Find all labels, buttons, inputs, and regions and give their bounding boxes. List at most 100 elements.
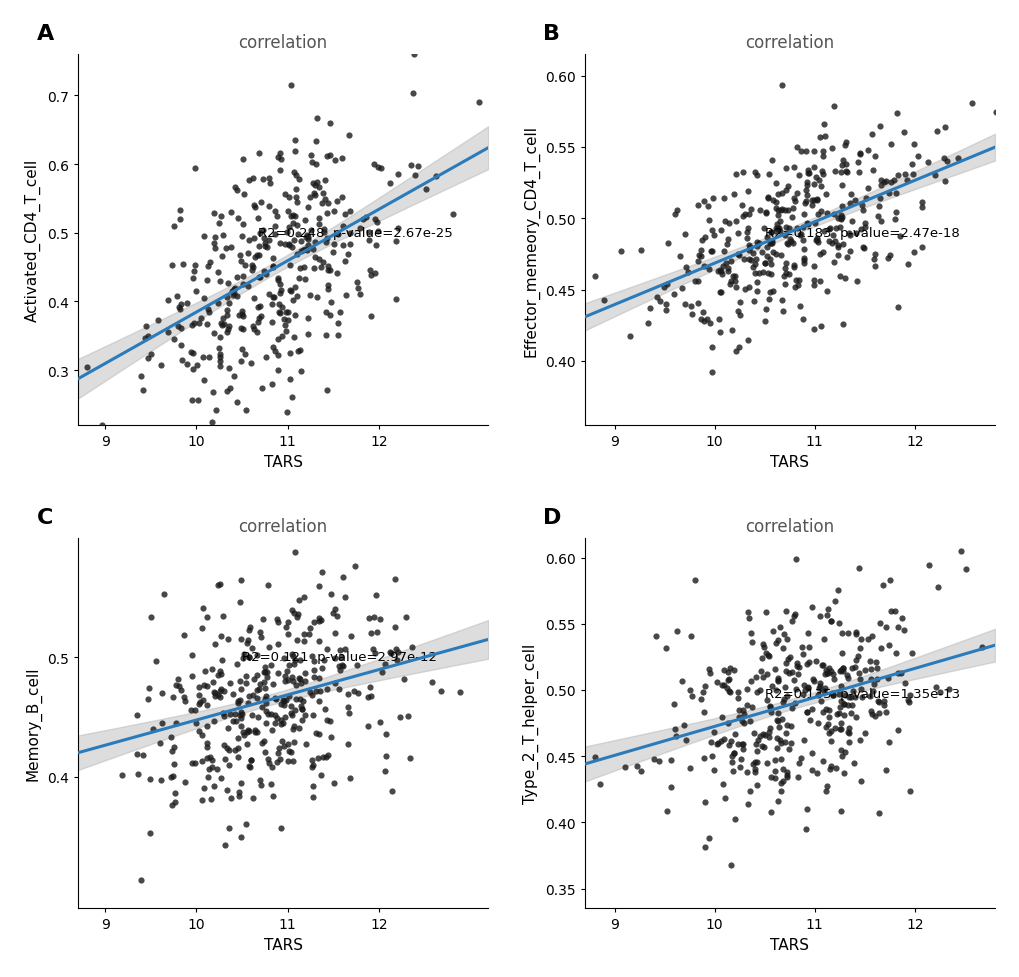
Point <box>779 689 795 704</box>
Point <box>766 635 783 651</box>
Point <box>846 659 862 675</box>
Point <box>232 719 249 735</box>
Point <box>247 199 263 215</box>
Point <box>748 778 764 793</box>
Point <box>259 664 275 680</box>
Point <box>247 725 263 741</box>
Point <box>246 197 262 213</box>
Point <box>751 682 767 698</box>
Point <box>770 719 787 735</box>
Point <box>209 296 225 312</box>
Point <box>184 272 201 287</box>
Point <box>847 653 863 668</box>
Point <box>808 234 824 249</box>
Point <box>840 725 856 741</box>
Point <box>270 332 286 348</box>
Point <box>273 282 289 298</box>
Point <box>148 654 164 669</box>
Point <box>830 616 847 631</box>
Point <box>810 173 826 189</box>
Point <box>815 225 832 240</box>
Point <box>172 320 189 336</box>
Point <box>335 570 352 585</box>
Point <box>751 266 767 281</box>
Point <box>803 599 819 615</box>
Point <box>705 228 721 243</box>
Point <box>289 247 306 263</box>
Point <box>210 341 226 357</box>
Point <box>881 573 898 588</box>
Point <box>874 694 891 709</box>
Point <box>168 678 184 694</box>
Point <box>755 740 771 755</box>
Point <box>196 781 212 796</box>
Point <box>740 251 756 267</box>
Point <box>252 772 268 787</box>
Point <box>735 736 751 751</box>
Point <box>794 220 810 235</box>
Point <box>249 667 265 683</box>
Point <box>320 747 336 763</box>
Point <box>336 642 353 658</box>
Point <box>775 734 792 749</box>
Point <box>300 200 316 216</box>
Point <box>222 381 238 397</box>
Point <box>871 119 888 135</box>
Point <box>289 607 306 622</box>
Point <box>684 307 700 322</box>
Point <box>882 137 899 152</box>
Point <box>740 280 756 296</box>
Point <box>286 702 303 718</box>
Point <box>391 709 408 725</box>
Point <box>739 765 755 781</box>
Point <box>827 761 844 777</box>
Point <box>341 204 358 220</box>
Point <box>261 286 277 302</box>
Point <box>735 165 751 181</box>
Point <box>314 196 330 212</box>
Point <box>263 377 279 393</box>
Point <box>192 695 208 710</box>
Point <box>769 705 786 721</box>
Point <box>302 620 318 636</box>
Point <box>849 649 865 664</box>
Point <box>895 622 911 638</box>
Point <box>298 737 314 752</box>
Point <box>172 202 189 218</box>
Point <box>719 715 736 731</box>
Point <box>840 720 856 736</box>
Point <box>272 306 288 321</box>
Point <box>767 201 784 217</box>
Point <box>304 242 320 258</box>
Point <box>283 744 300 760</box>
Point <box>240 724 257 740</box>
Point <box>284 603 301 618</box>
Point <box>269 363 285 379</box>
Point <box>423 674 439 690</box>
Point <box>749 168 765 184</box>
Point <box>209 577 225 593</box>
Point <box>731 308 747 323</box>
Point <box>225 713 242 729</box>
Point <box>201 305 217 320</box>
Point <box>285 165 302 181</box>
Point <box>825 671 842 687</box>
Point <box>807 170 823 186</box>
Point <box>841 195 857 211</box>
Point <box>229 731 246 746</box>
Point <box>833 211 849 227</box>
Point <box>329 327 345 343</box>
Point <box>217 751 233 767</box>
Point <box>779 235 795 251</box>
Point <box>740 221 756 236</box>
Point <box>254 380 270 396</box>
Point <box>738 225 754 240</box>
Point <box>719 664 736 680</box>
Point <box>341 770 358 786</box>
Point <box>723 323 740 339</box>
Point <box>268 209 284 225</box>
Point <box>372 612 388 627</box>
Point <box>367 645 383 660</box>
Point <box>257 688 273 703</box>
Point <box>369 624 385 640</box>
